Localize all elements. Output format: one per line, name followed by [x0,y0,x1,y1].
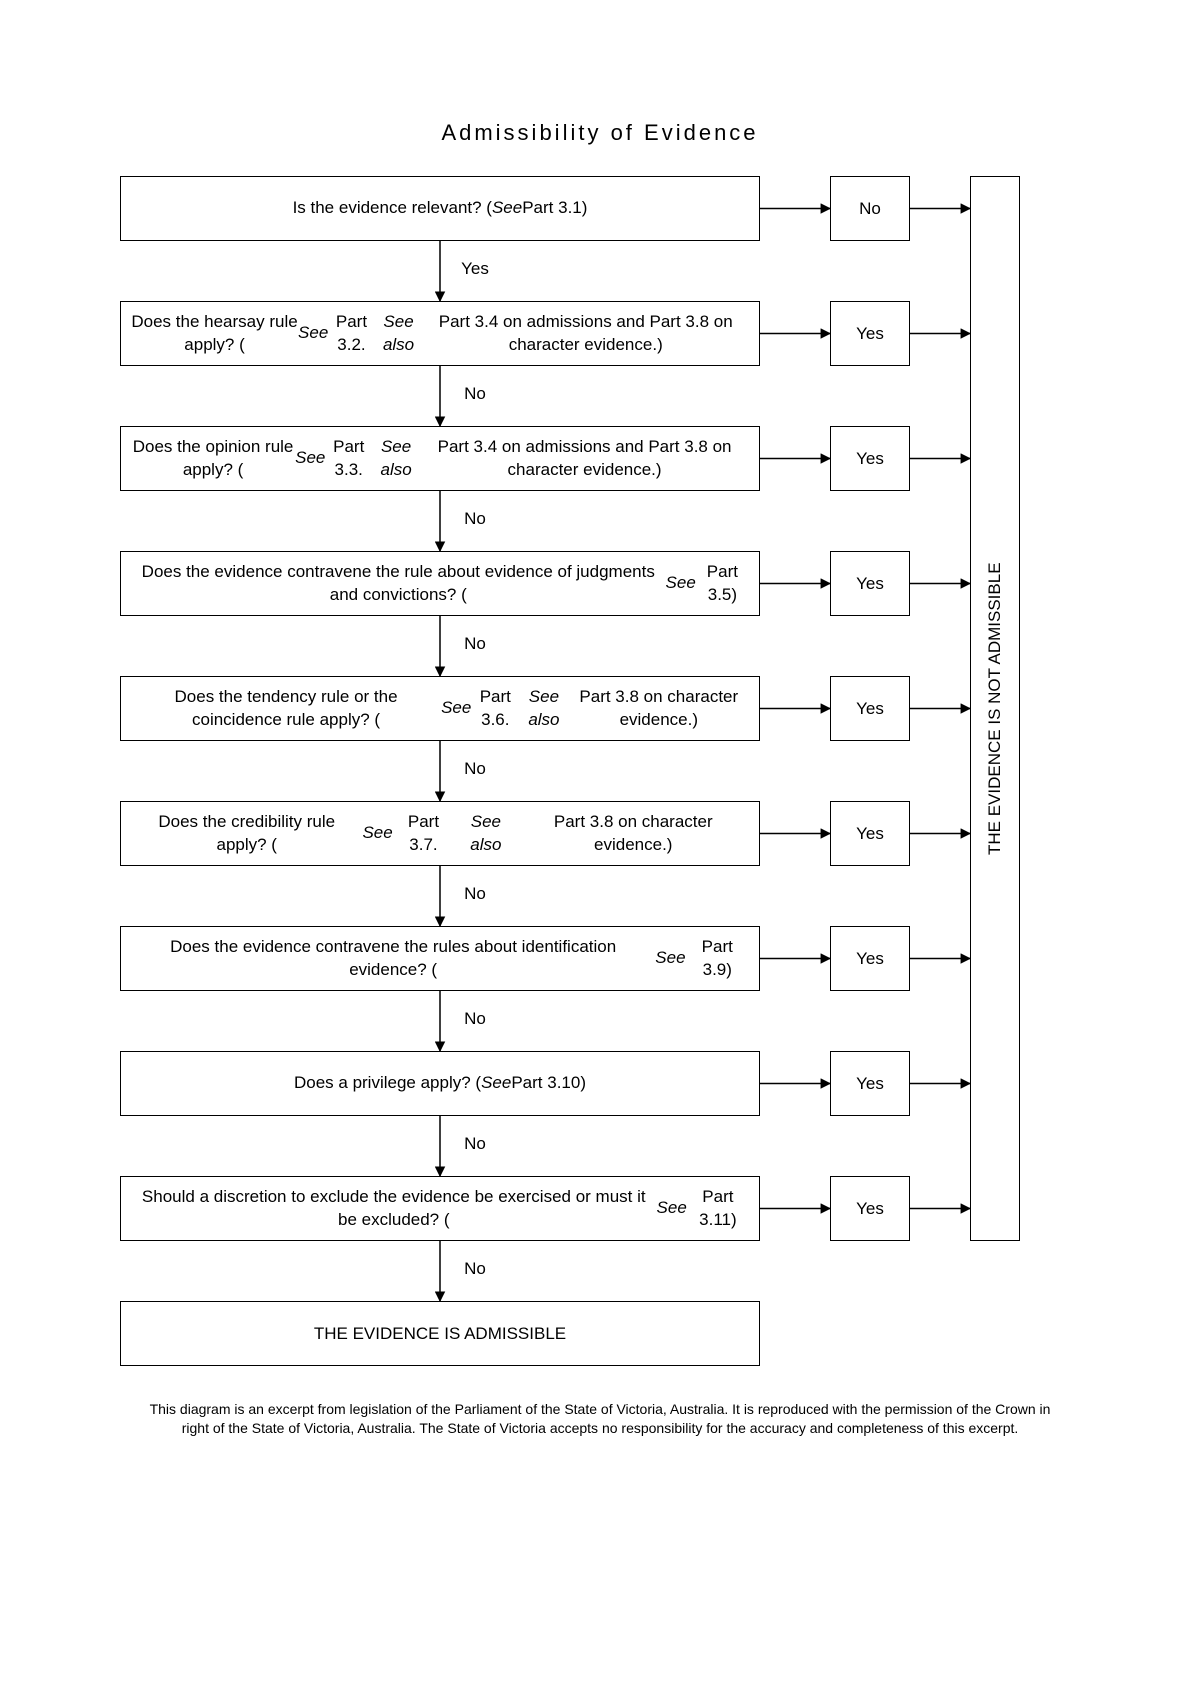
down-answer-label: No [450,1134,500,1154]
question-box: Does a privilege apply? (See Part 3.10) [120,1051,760,1116]
side-answer-box: Yes [830,426,910,491]
flowchart: Is the evidence relevant? (See Part 3.1)… [120,176,1080,1376]
down-answer-label: No [450,384,500,404]
question-box: Does the evidence contravene the rule ab… [120,551,760,616]
down-answer-label: No [450,509,500,529]
final-result-box: THE EVIDENCE IS ADMISSIBLE [120,1301,760,1366]
side-answer-box: Yes [830,926,910,991]
question-box: Does the tendency rule or the coincidenc… [120,676,760,741]
question-box: Does the credibility rule apply? (See Pa… [120,801,760,866]
not-admissible-label: THE EVIDENCE IS NOT ADMISSIBLE [985,559,1005,859]
side-answer-box: No [830,176,910,241]
down-answer-label: No [450,1009,500,1029]
question-box: Should a discretion to exclude the evide… [120,1176,760,1241]
side-answer-box: Yes [830,1176,910,1241]
down-answer-label: No [450,1259,500,1279]
side-answer-box: Yes [830,801,910,866]
side-answer-box: Yes [830,676,910,741]
question-box: Does the opinion rule apply? (See Part 3… [120,426,760,491]
down-answer-label: No [450,884,500,904]
side-answer-box: Yes [830,301,910,366]
side-answer-box: Yes [830,551,910,616]
diagram-title: Admissibility of Evidence [120,120,1080,146]
question-box: Is the evidence relevant? (See Part 3.1) [120,176,760,241]
page: Admissibility of Evidence Is the evidenc… [0,0,1200,1498]
footer-text: This diagram is an excerpt from legislat… [120,1400,1080,1438]
question-box: Does the evidence contravene the rules a… [120,926,760,991]
down-answer-label: No [450,759,500,779]
down-answer-label: Yes [450,259,500,279]
down-answer-label: No [450,634,500,654]
side-answer-box: Yes [830,1051,910,1116]
question-box: Does the hearsay rule apply? (See Part 3… [120,301,760,366]
